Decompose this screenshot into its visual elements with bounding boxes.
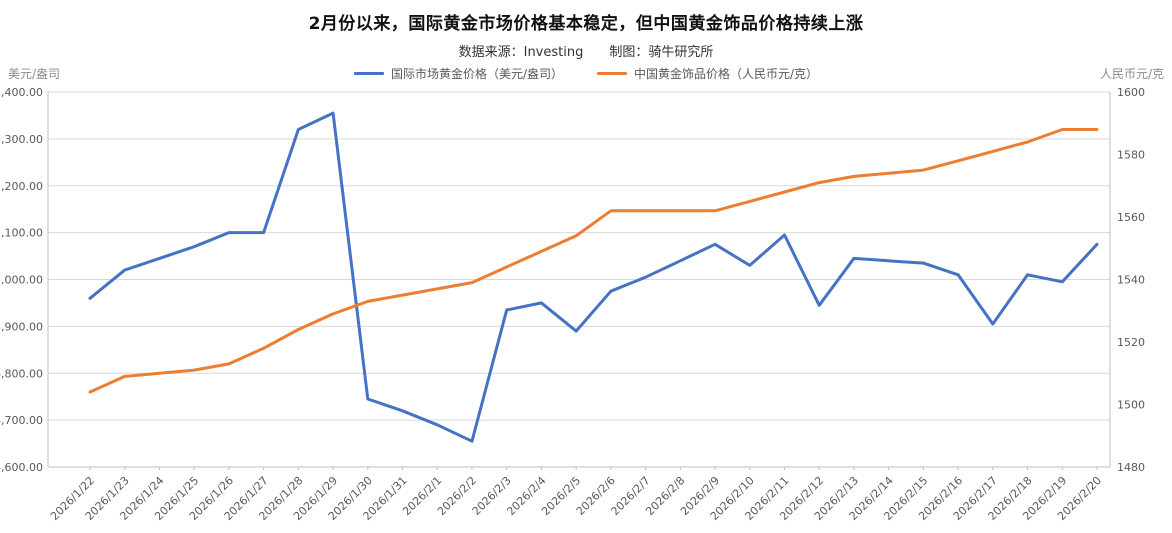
right-axis-unit: 人民币元/克 xyxy=(1099,67,1164,81)
svg-text:5,000.00: 5,000.00 xyxy=(0,274,43,287)
chart-legend: 国际市场黄金价格（美元/盎司） 中国黄金饰品价格（人民币元/克） xyxy=(0,65,1172,82)
chart-title: 2月份以来，国际黄金市场价格基本稳定，但中国黄金饰品价格持续上涨 xyxy=(308,14,864,34)
svg-text:1540: 1540 xyxy=(1117,274,1145,287)
svg-text:5,400.00: 5,400.00 xyxy=(0,86,43,99)
svg-text:4,600.00: 4,600.00 xyxy=(0,461,43,474)
left-axis-unit: 美元/盎司 xyxy=(8,67,61,81)
svg-text:1560: 1560 xyxy=(1117,211,1145,224)
svg-text:5,200.00: 5,200.00 xyxy=(0,180,43,193)
legend-label-china-gold: 中国黄金饰品价格（人民币元/克） xyxy=(634,67,819,81)
svg-text:1600: 1600 xyxy=(1117,86,1145,99)
credit-label: 制图： xyxy=(609,45,649,60)
svg-text:4,800.00: 4,800.00 xyxy=(0,367,43,380)
intl-gold-line-swatch-icon xyxy=(353,72,384,75)
chart-subtitle: 数据来源：Investing 制图：骑牛研究所 xyxy=(0,41,1172,60)
data-source-value: Investing xyxy=(523,45,584,60)
svg-text:5,300.00: 5,300.00 xyxy=(0,133,43,146)
legend-item-intl-gold[interactable]: 国际市场黄金价格（美元/盎司） xyxy=(353,65,563,82)
chart-header: 2月份以来，国际黄金市场价格基本稳定，但中国黄金饰品价格持续上涨 数据来源：In… xyxy=(0,0,1172,84)
svg-text:1580: 1580 xyxy=(1117,149,1145,162)
svg-text:1480: 1480 xyxy=(1117,461,1145,474)
china-gold-line-swatch-icon xyxy=(597,72,627,75)
credit-value: 骑牛研究所 xyxy=(648,45,714,60)
legend-item-china-gold[interactable]: 中国黄金饰品价格（人民币元/克） xyxy=(597,65,818,82)
svg-text:4,700.00: 4,700.00 xyxy=(0,414,43,427)
dual-axis-line-chart: 4,600.00 4,700.00 4,800.00 4,900.00 5,000.00… xyxy=(0,86,1145,523)
legend-label-intl-gold: 国际市场黄金价格（美元/盎司） xyxy=(390,67,563,81)
svg-text:1500: 1500 xyxy=(1117,399,1145,412)
legend-row: 美元/盎司 国际市场黄金价格（美元/盎司） 中国黄金饰品价格（人民币元/克） 人… xyxy=(0,62,1172,82)
svg-text:5,100.00: 5,100.00 xyxy=(0,227,43,240)
svg-text:1520: 1520 xyxy=(1117,336,1145,349)
svg-text:4,900.00: 4,900.00 xyxy=(0,320,43,333)
data-source-label: 数据来源： xyxy=(458,45,524,60)
